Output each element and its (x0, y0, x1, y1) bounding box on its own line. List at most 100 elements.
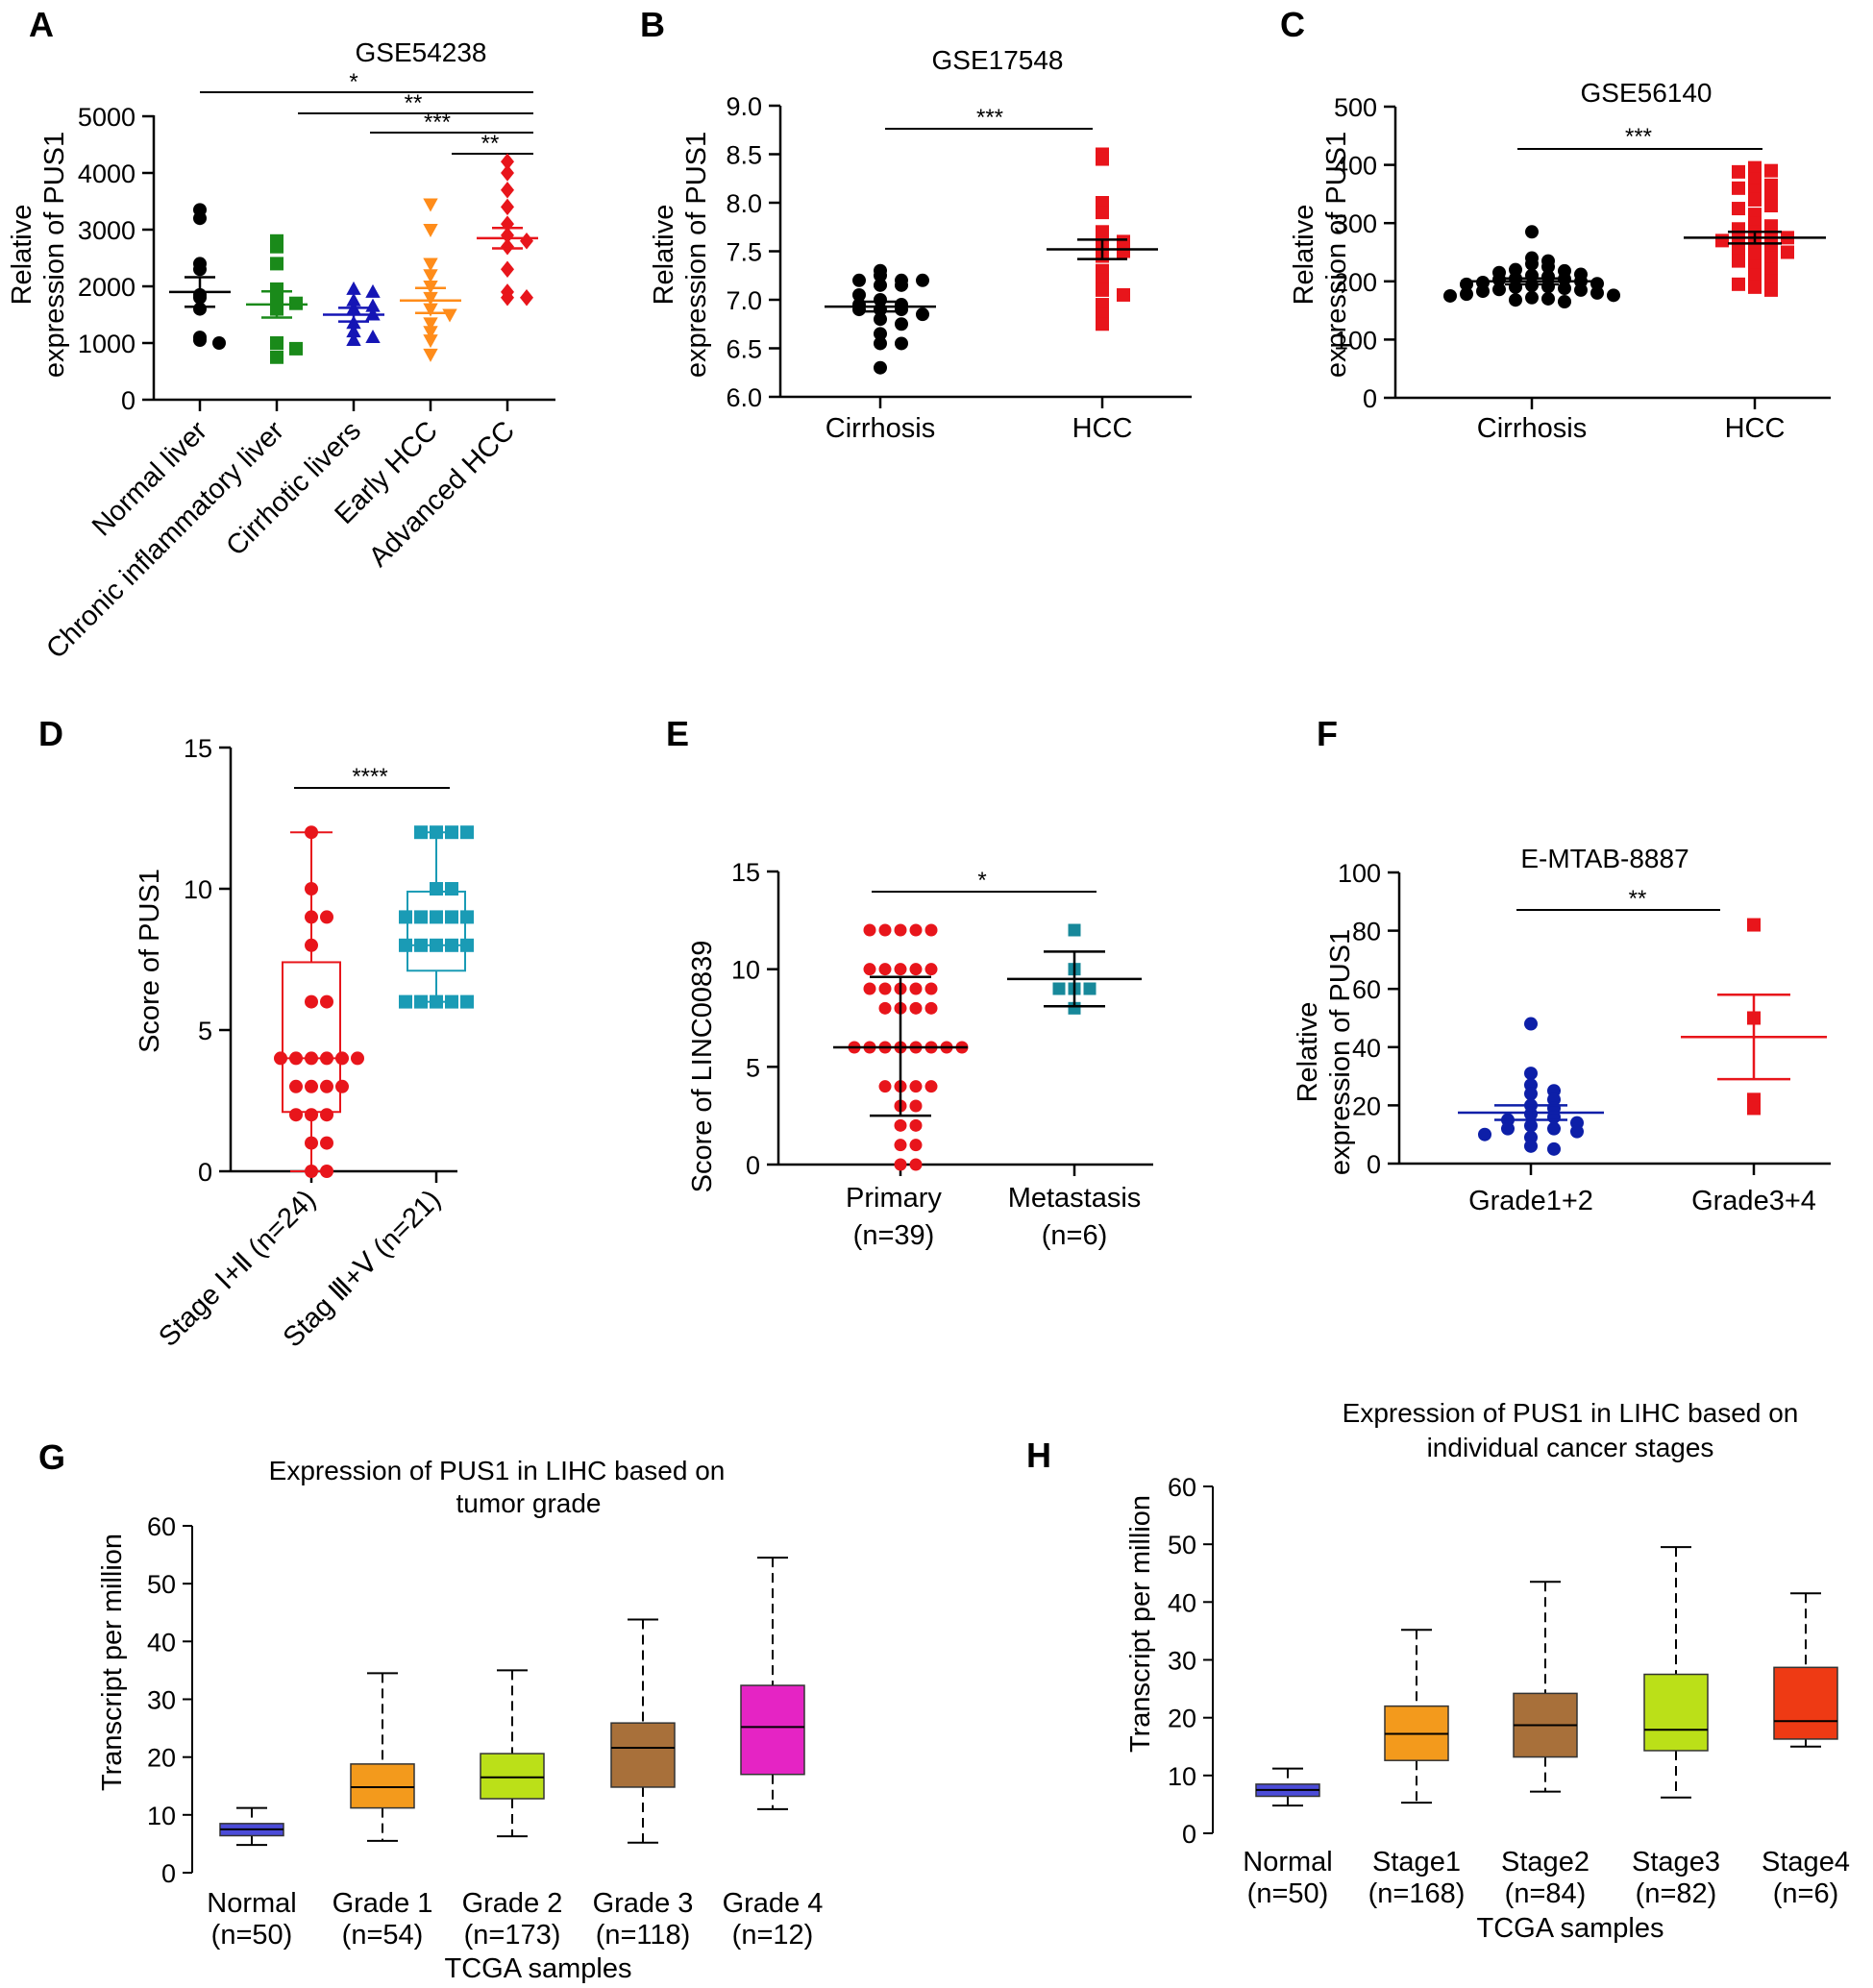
data-point (1570, 1124, 1584, 1139)
data-point (320, 910, 333, 924)
data-point (878, 1001, 892, 1015)
data-point (1096, 225, 1109, 239)
panel-c: C GSE56140 Relative expression of PUS1 0… (1280, 5, 1831, 444)
y-tick-label: 100 (1334, 326, 1377, 355)
data-point (878, 963, 892, 976)
data-point (1747, 918, 1761, 932)
data-point (430, 994, 443, 1009)
data-point (1547, 1141, 1561, 1156)
data-point (212, 336, 226, 350)
x-tick-label: Grade 4 (723, 1888, 824, 1919)
data-point (895, 303, 908, 317)
data-point (270, 257, 283, 271)
data-point (1732, 202, 1745, 216)
significance-a: * ** *** ** (200, 69, 533, 157)
data-point (346, 281, 361, 295)
data-point (894, 1158, 907, 1171)
x-tick-label: Grade3+4 (1691, 1186, 1816, 1216)
data-point (1781, 245, 1794, 259)
x-tick-label: Cirrhotic livers (220, 415, 367, 562)
data-point (895, 317, 908, 331)
x-tick-count: (n=84) (1505, 1878, 1587, 1909)
x-tick-label: Stage3 (1632, 1847, 1720, 1878)
y-tick-label: 15 (731, 858, 760, 887)
data-point (501, 181, 514, 199)
data-point (1764, 178, 1778, 192)
y-tick-label: 4000 (78, 160, 136, 188)
chart-title-b: GSE17548 (932, 45, 1064, 75)
data-point (289, 1108, 303, 1122)
data-point (852, 273, 866, 287)
y-tick-label: 8.5 (726, 141, 762, 170)
y-tick-label: 60 (147, 1512, 176, 1541)
y-tick-label: 5 (746, 1053, 760, 1082)
y-axis-label-e: Score of LINC00839 (687, 941, 718, 1193)
data-point (1117, 287, 1130, 302)
y-tick-label: 100 (1338, 859, 1381, 888)
y-tick-label: 40 (1168, 1588, 1196, 1617)
y-axis-label-f-line1: Relative (1293, 1002, 1323, 1103)
y-tick-label: 6.0 (726, 383, 762, 412)
y-tick-label: 0 (1182, 1820, 1196, 1849)
data-point (346, 332, 361, 346)
x-axis-label-h: TCGA samples (1477, 1913, 1664, 1944)
data-point (878, 1080, 892, 1093)
data-point (414, 994, 428, 1009)
data-point (445, 910, 458, 924)
chart-title-g-line2: tumor grade (456, 1488, 602, 1518)
x-tick-label: Normal (1243, 1847, 1332, 1878)
data-point (895, 278, 908, 292)
box-body (1643, 1673, 1709, 1752)
x-tick-label: Stage1 (1372, 1847, 1461, 1878)
data-point (1460, 287, 1473, 302)
data-point (346, 324, 361, 338)
x-tick-count: (n=82) (1636, 1878, 1717, 1909)
data-point (1541, 269, 1555, 283)
x-tick-count: (n=6) (1773, 1878, 1839, 1909)
data-point (460, 910, 474, 924)
data-point (305, 1136, 318, 1150)
data-point (863, 923, 876, 937)
x-tick-label: HCC (1725, 413, 1786, 444)
box-body (407, 890, 466, 972)
data-point (423, 334, 438, 349)
y-tick-label: 20 (147, 1744, 176, 1773)
data-point (1524, 1139, 1538, 1153)
y-tick-label: 400 (1334, 152, 1377, 181)
data-point (423, 326, 438, 340)
panel-label-f: F (1317, 714, 1338, 753)
y-tick-label: 0 (746, 1151, 760, 1180)
data-point (909, 1158, 923, 1171)
data-point (852, 303, 866, 317)
chart-title-g-line1: Expression of PUS1 in LIHC based on (269, 1456, 726, 1485)
x-ticks-f: Grade1+2 Grade3+4 (1468, 1164, 1816, 1216)
y-axis-label-a-line2: expression of PUS1 (39, 132, 70, 378)
data-point (520, 233, 533, 250)
x-tick-count: (n=168) (1368, 1878, 1466, 1909)
data-point (1083, 982, 1097, 995)
panel-f: F E-MTAB-8887 Relative expression of PUS… (1293, 714, 1831, 1216)
data-point (270, 350, 283, 364)
significance-label: ** (481, 131, 500, 157)
panel-label-b: B (640, 5, 665, 44)
data-marks-e (833, 923, 1142, 1171)
y-axis-label-g: Transcript per million (97, 1534, 128, 1791)
data-point (320, 1051, 333, 1066)
data-point (924, 982, 938, 995)
data-point (874, 312, 887, 327)
data-point (874, 278, 887, 292)
data-point (924, 923, 938, 937)
y-axis-label-h: Transcript per million (1125, 1495, 1156, 1753)
data-point (445, 825, 458, 840)
data-point (501, 164, 514, 182)
y-tick-label: 10 (731, 956, 760, 985)
x-tick-count: (n=12) (732, 1920, 814, 1951)
y-tick-label: 5 (198, 1017, 212, 1045)
y-tick-label: 80 (1352, 918, 1381, 946)
box-body (480, 1753, 545, 1800)
data-point (305, 994, 318, 1009)
panel-label-c: C (1280, 5, 1305, 44)
data-point (274, 1051, 287, 1066)
data-point (1478, 1127, 1491, 1141)
